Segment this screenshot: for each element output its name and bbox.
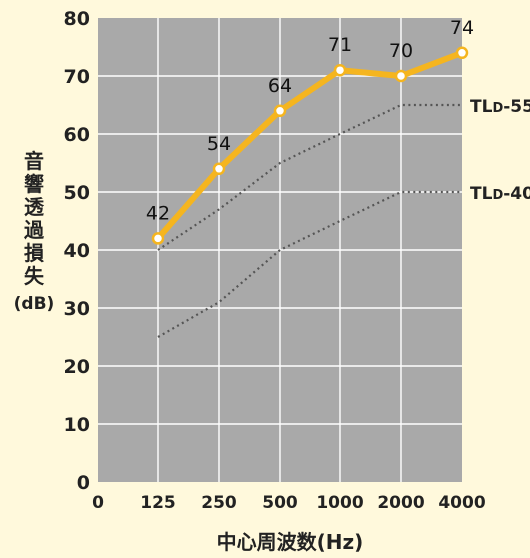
series-legend-label: TLD-55 [470,97,530,117]
x-tick-label: 1000 [316,493,363,513]
data-label: 42 [146,202,170,224]
y-tick-label: 40 [64,240,90,262]
x-tick-label: 125 [140,493,176,513]
legend-suffix: -55 [503,97,530,117]
y-tick-labels: 0 10 20 30 40 50 60 70 80 [64,8,90,494]
series-legend-label: TLD-40 [470,184,530,204]
y-label-char: 失 [24,264,45,288]
x-tick-label: 4000 [438,493,485,513]
data-label: 74 [450,17,474,39]
legend-suffix: -40 [503,184,530,204]
y-tick-label: 80 [64,8,90,30]
y-label-char: 音 [24,149,44,173]
x-axis-label: 中心周波数(Hz) [217,530,364,554]
y-label-char: 透 [24,195,45,219]
y-tick-label: 70 [64,66,90,88]
reference-line [157,103,462,251]
data-point-marker [273,104,287,118]
data-point-marker [333,63,347,77]
data-label: 70 [389,40,413,62]
y-tick-label: 60 [64,124,90,146]
x-tick-label: 0 [92,493,104,513]
x-tick-label: 250 [201,493,237,513]
data-label: 64 [268,75,292,97]
y-tick-label: 50 [64,182,90,204]
data-point-marker [394,69,408,83]
legend-subscript: D [492,101,503,116]
y-label-char: 過 [24,218,45,242]
y-tick-label: 20 [64,356,90,378]
data-point-marker [212,162,226,176]
y-tick-label: 30 [64,298,90,320]
y-tick-label: 0 [77,472,90,494]
data-label: 71 [328,34,352,56]
legend-main: TL [470,97,493,117]
legend-main: TL [470,184,493,204]
legend-subscript: D [492,188,503,203]
x-tick-labels: 0 125 250 500 1000 2000 4000 [92,493,486,513]
measured-line [155,49,465,242]
y-label-char: 損 [24,241,45,265]
x-tick-label: 2000 [377,493,424,513]
y-label-unit: (dB) [14,294,55,314]
y-label-char: 響 [24,172,44,196]
data-series: 42 54 64 71 70 74 [146,17,474,338]
y-tick-label: 10 [64,414,90,436]
data-point-marker [455,46,469,60]
data-label: 54 [207,133,231,155]
data-point-marker [151,232,165,245]
x-tick-label: 500 [262,493,298,513]
